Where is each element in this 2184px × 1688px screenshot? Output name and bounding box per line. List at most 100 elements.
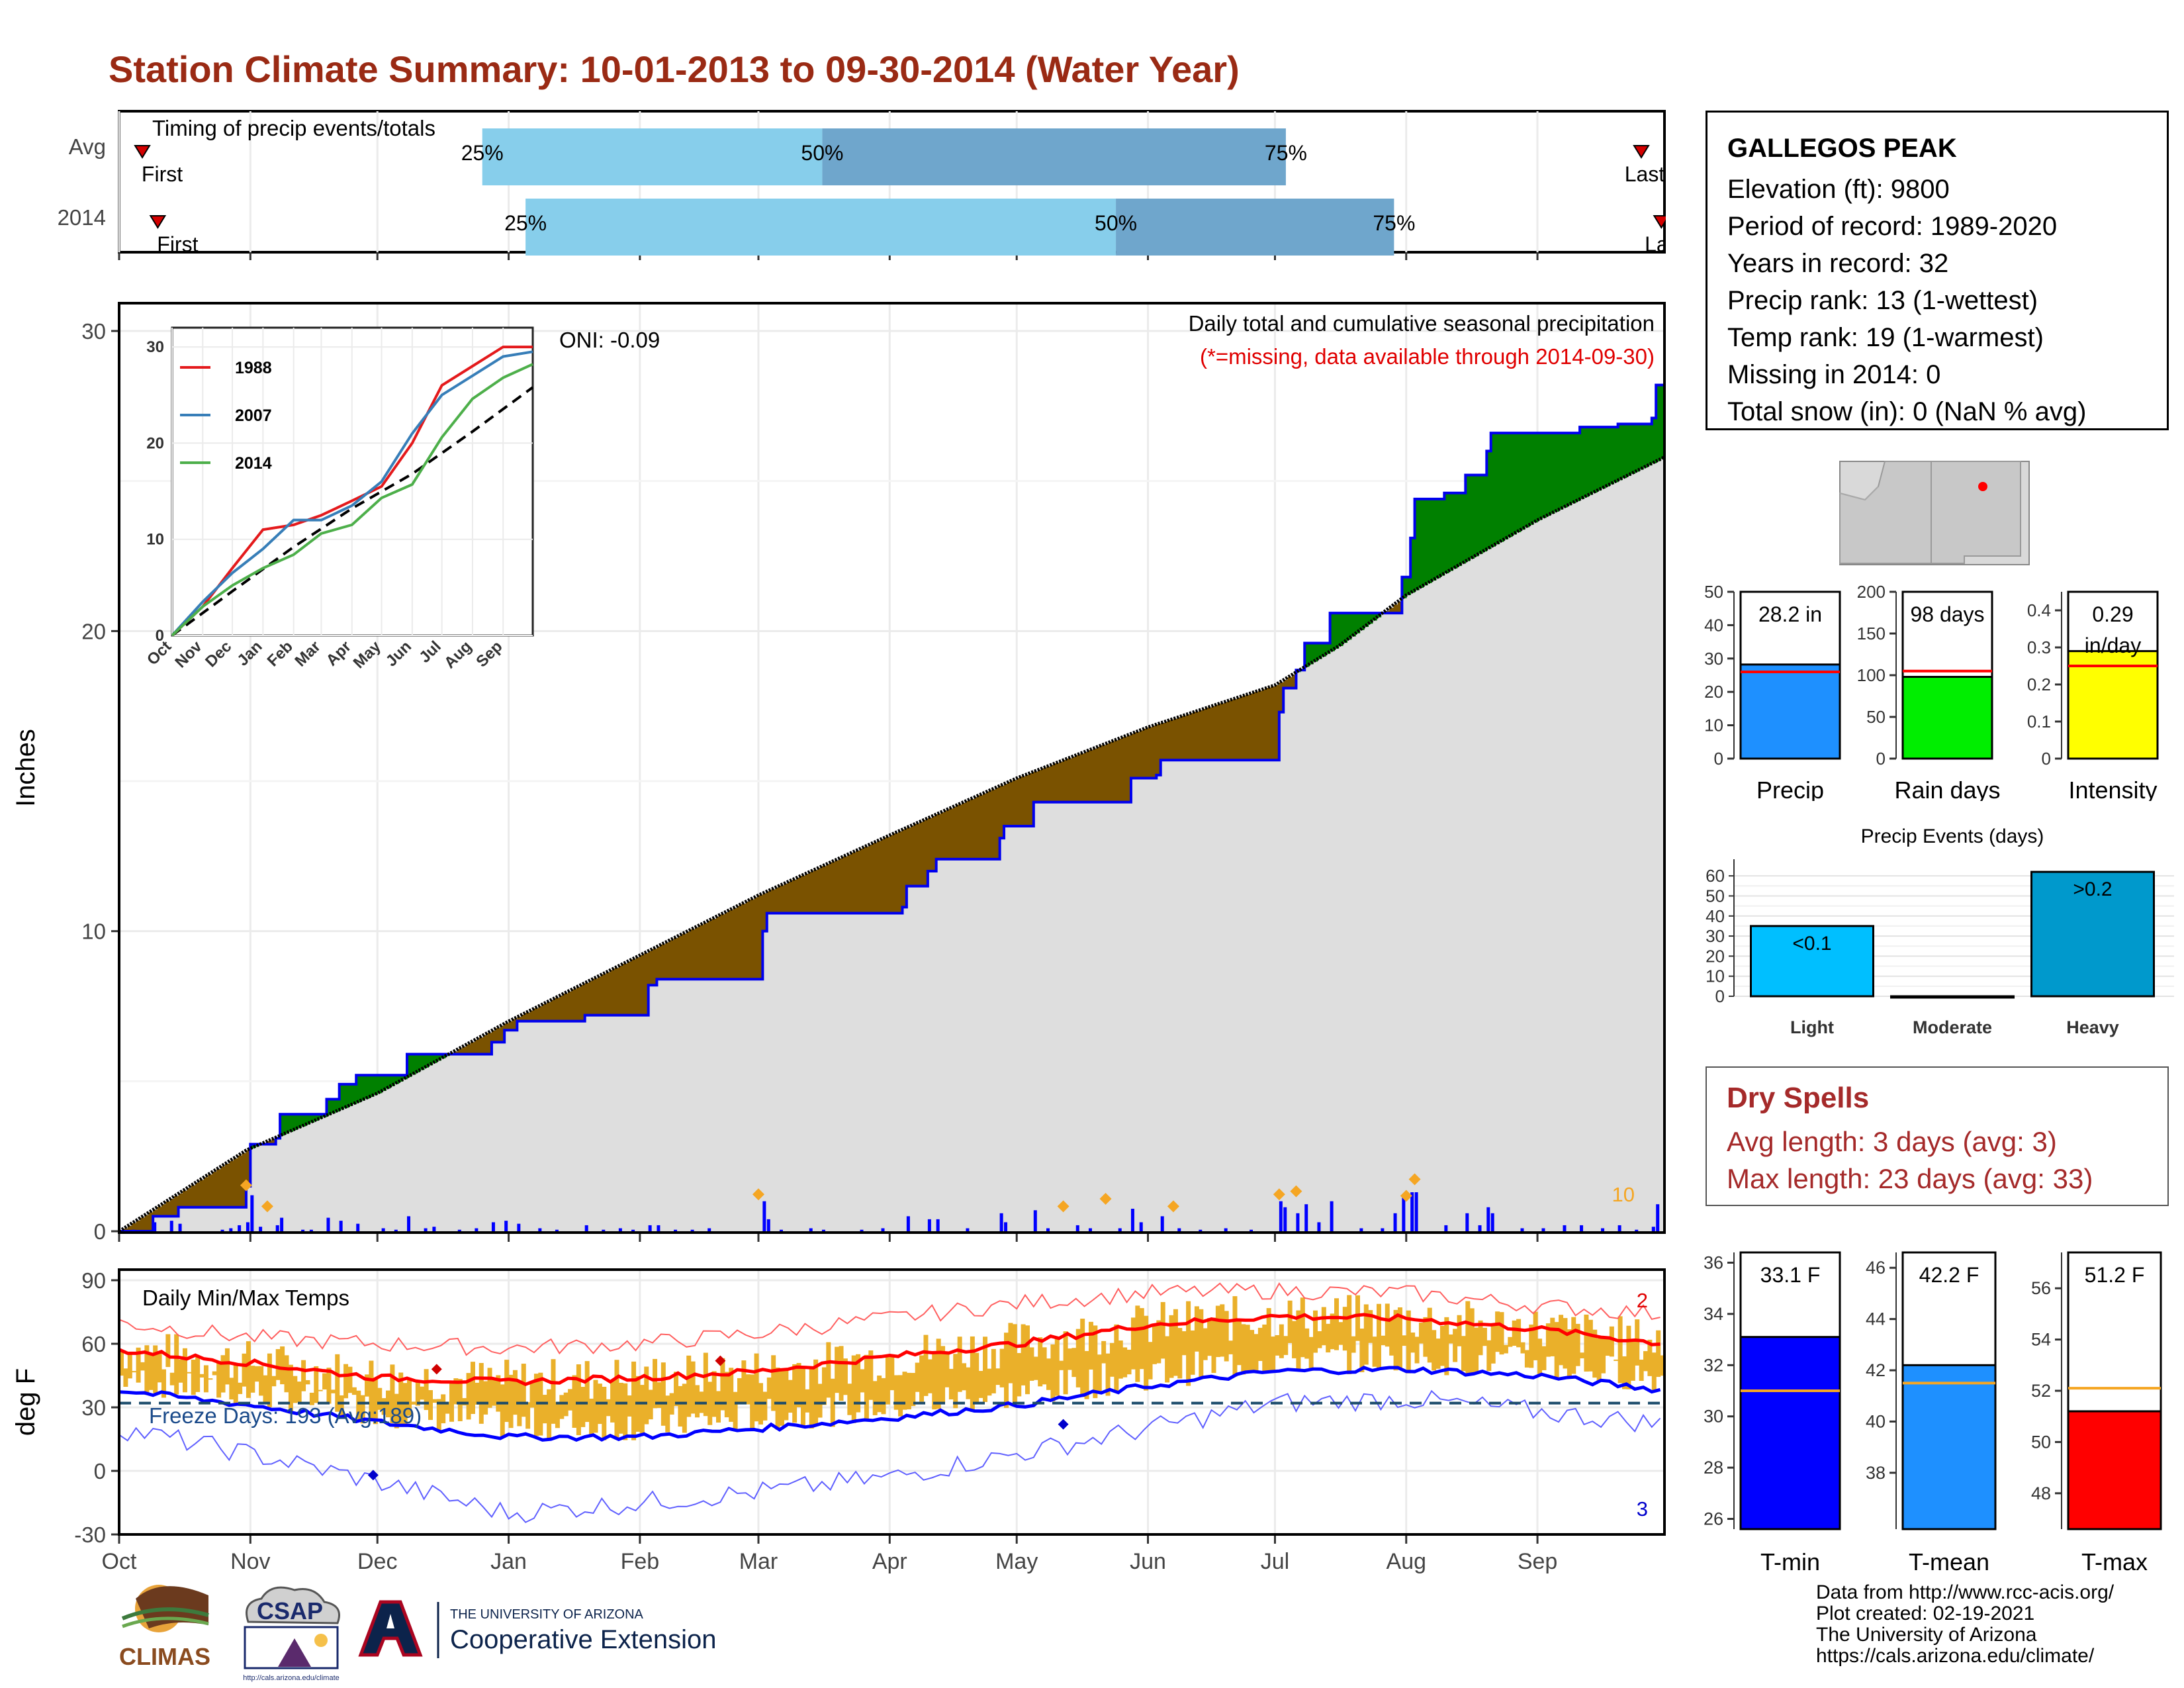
timing-bar-q50-q75 [1116, 199, 1394, 256]
deficit-strip [1232, 699, 1238, 761]
deficit-strip [1071, 757, 1077, 802]
daily-temp-bar [695, 1385, 700, 1418]
daily-temp-bar [475, 1382, 480, 1405]
deficit-strip [660, 944, 666, 980]
surplus-strip [1368, 613, 1373, 624]
daily-temp-bar [233, 1363, 238, 1405]
gauge-label: Intensity [2068, 776, 2157, 801]
daily-temp-bar [326, 1368, 332, 1404]
page-title: Station Climate Summary: 10-01-2013 to 0… [109, 48, 1240, 90]
surplus-strip [1554, 433, 1559, 512]
station-name: GALLEGOS PEAK [1727, 134, 1957, 163]
deficit-strip [1181, 716, 1187, 761]
temp-y-tick-label: -30 [74, 1523, 106, 1547]
deficit-strip [572, 989, 577, 1021]
daily-precip-bar [424, 1228, 428, 1231]
deficit-strip [695, 927, 700, 980]
surplus-strip [1605, 427, 1610, 487]
gauge-y-tick-label: 54 [2031, 1330, 2051, 1350]
daily-temp-bar [521, 1364, 526, 1417]
gauge-value-label: 28.2 in [1758, 602, 1822, 626]
gauge-value-label: 33.1 F [1760, 1263, 1821, 1287]
temp-x-tick-label: May [995, 1549, 1038, 1574]
temp-y-tick-label: 30 [81, 1395, 106, 1420]
deficit-strip [1050, 765, 1056, 802]
daily-temp-bar [927, 1359, 933, 1393]
deficit-strip [593, 978, 598, 1015]
daily-precip-bar [966, 1228, 970, 1231]
deficit-strip [1397, 601, 1403, 614]
daily-temp-bar [970, 1336, 975, 1412]
deficit-strip [224, 1164, 230, 1207]
daily-temp-bar [1313, 1310, 1318, 1353]
deficit-strip [182, 1190, 188, 1207]
surplus-strip [1567, 433, 1572, 506]
ua-small-text: THE UNIVERSITY OF ARIZONA [450, 1607, 644, 1622]
deficit-strip [610, 970, 615, 1015]
daily-temp-bar [1169, 1315, 1174, 1378]
deficit-strip [817, 868, 823, 914]
deficit-strip [699, 925, 704, 980]
inset-y-tick-label: 10 [146, 531, 164, 549]
deficit-strip [478, 1037, 484, 1055]
daily-precip-bar [339, 1221, 343, 1231]
heavy-event-marker [1273, 1188, 1285, 1201]
deficit-strip [842, 856, 848, 914]
daily-temp-bar [711, 1371, 717, 1417]
timing-bar-q25-q50 [525, 199, 1116, 256]
deficit-strip [1220, 703, 1225, 761]
daily-temp-bar [792, 1364, 797, 1423]
daily-precip-bar [1130, 1209, 1134, 1231]
daily-temp-bar [1330, 1313, 1335, 1350]
surplus-strip [386, 1075, 391, 1089]
daily-temp-bar [754, 1353, 759, 1422]
surplus-strip [1465, 475, 1471, 561]
gauge-y-tick-label: 0.3 [2027, 637, 2051, 657]
deficit-strip [745, 901, 751, 980]
daily-temp-bar [1253, 1334, 1259, 1373]
deficit-strip [788, 881, 793, 914]
deficit-strip [932, 816, 937, 871]
dry-spells-box: Dry Spells Avg length: 3 days (avg: 3) M… [1706, 1066, 2169, 1206]
gauge-value-label: 42.2 F [1919, 1263, 1979, 1287]
gauge-value-unit: in/day [2085, 633, 2141, 657]
ua-extension-logo: THE UNIVERSITY OF ARIZONA Cooperative Ex… [358, 1600, 716, 1658]
daily-temp-bar [1601, 1336, 1606, 1374]
daily-precip-bar [1317, 1222, 1321, 1231]
daily-temp-bar [995, 1368, 1001, 1385]
temp-y-label: deg F [11, 1368, 40, 1436]
daily-temp-bar [351, 1387, 357, 1395]
daily-temp-bar [1609, 1326, 1614, 1357]
temp-x-tick-label: Jan [490, 1549, 527, 1574]
daily-temp-bar [733, 1391, 738, 1430]
daily-temp-bar [445, 1401, 450, 1414]
daily-temp-bar [500, 1384, 505, 1438]
daily-precip-bar [657, 1225, 660, 1231]
daily-temp-bar [1537, 1338, 1543, 1375]
daily-temp-bar [1355, 1295, 1360, 1341]
precip-y-tick-label: 30 [81, 319, 106, 344]
events-category-label: Light [1790, 1017, 1834, 1037]
surplus-strip [1635, 424, 1640, 472]
deficit-strip [1017, 778, 1022, 826]
surplus-strip [1630, 424, 1636, 474]
daily-temp-bar [1406, 1310, 1411, 1374]
deficit-strip [983, 793, 988, 859]
daily-temp-bar [1457, 1315, 1462, 1346]
daily-temp-bar [1308, 1336, 1314, 1371]
daily-temp-bar [1635, 1319, 1640, 1366]
deficit-strip [1109, 741, 1115, 802]
precip-missing-note: (*=missing, data available through 2014-… [1200, 344, 1655, 369]
temp-x-tick-label: Dec [357, 1549, 397, 1574]
surplus-strip [1651, 418, 1657, 463]
daily-temp-bar [436, 1399, 441, 1431]
deficit-strip [1118, 738, 1123, 802]
deficit-strip [927, 818, 933, 871]
deficit-strip [911, 825, 916, 886]
surplus-strip [339, 1084, 344, 1110]
gauge-tmin: 26 28 30 32 34 36 33.1 F T-min [1704, 1251, 1841, 1575]
daily-temp-bar [1381, 1335, 1386, 1346]
